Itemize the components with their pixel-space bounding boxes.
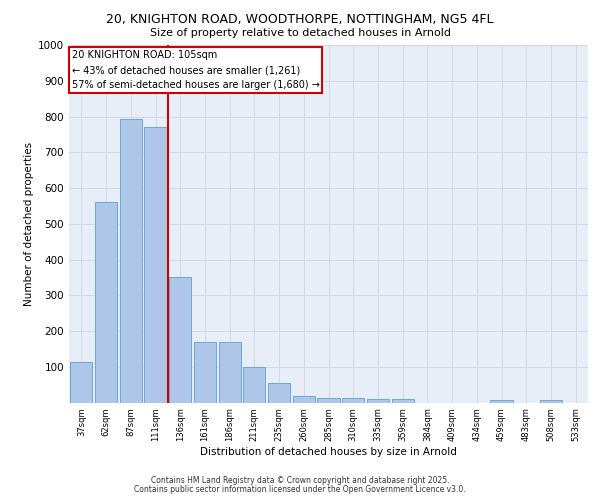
Bar: [169, 278, 191, 402]
Bar: [243, 367, 265, 402]
Bar: [490, 400, 512, 402]
Bar: [218, 342, 241, 402]
Bar: [367, 399, 389, 402]
Bar: [293, 396, 315, 402]
Text: Contains public sector information licensed under the Open Government Licence v3: Contains public sector information licen…: [134, 484, 466, 494]
Bar: [540, 400, 562, 402]
Text: Contains HM Land Registry data © Crown copyright and database right 2025.: Contains HM Land Registry data © Crown c…: [151, 476, 449, 485]
Bar: [317, 398, 340, 402]
Bar: [392, 399, 414, 402]
Text: Size of property relative to detached houses in Arnold: Size of property relative to detached ho…: [149, 28, 451, 38]
Bar: [70, 362, 92, 403]
Text: 20, KNIGHTON ROAD, WOODTHORPE, NOTTINGHAM, NG5 4FL: 20, KNIGHTON ROAD, WOODTHORPE, NOTTINGHA…: [106, 12, 494, 26]
Bar: [119, 119, 142, 403]
Bar: [194, 342, 216, 402]
Bar: [342, 398, 364, 402]
Bar: [95, 202, 117, 402]
Y-axis label: Number of detached properties: Number of detached properties: [24, 142, 34, 306]
Bar: [145, 127, 167, 402]
X-axis label: Distribution of detached houses by size in Arnold: Distribution of detached houses by size …: [200, 447, 457, 457]
Text: 20 KNIGHTON ROAD: 105sqm
← 43% of detached houses are smaller (1,261)
57% of sem: 20 KNIGHTON ROAD: 105sqm ← 43% of detach…: [71, 50, 319, 90]
Bar: [268, 383, 290, 402]
